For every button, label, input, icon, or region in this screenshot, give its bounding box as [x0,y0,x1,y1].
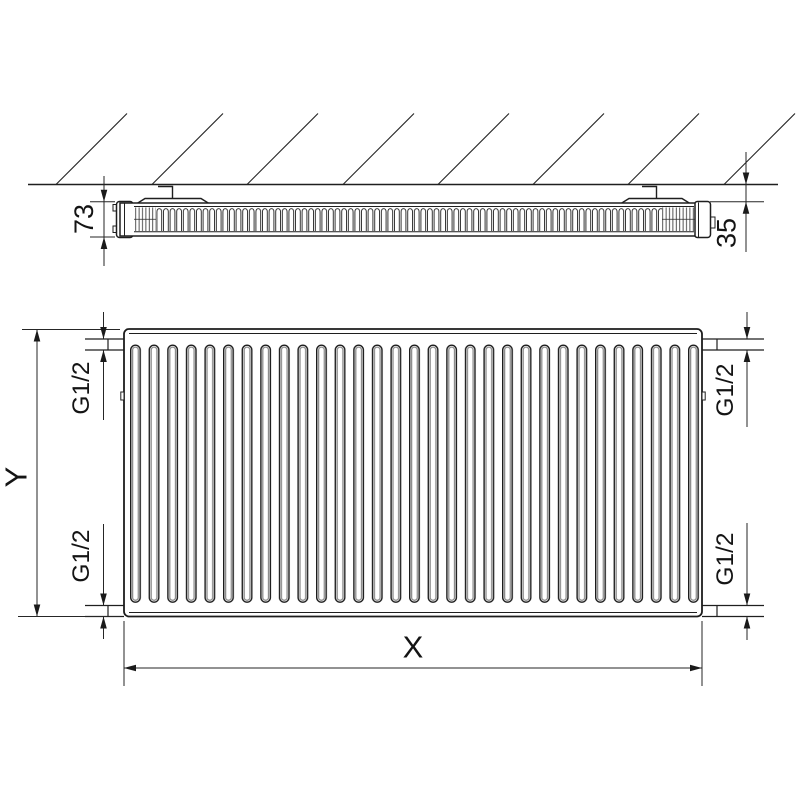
dimension-height: Y [0,329,120,617]
hatch-line [532,113,605,185]
arrow-up-icon [743,350,751,362]
wall-gap-dimension-label: 35 [712,218,742,248]
arrow-down-icon [743,327,751,339]
hatch-line [342,113,415,185]
dimension-thread-bottom-left: G1/2 [68,524,107,639]
arrow-up-icon [33,329,41,342]
end-cap-right [693,200,712,239]
hatch-line [723,113,796,185]
depth-dimension-label: 73 [69,204,99,234]
thread-label-top-left: G1/2 [68,361,95,414]
hatch-line [437,113,510,185]
side-view: 73 35 [28,113,796,266]
arrow-up-icon [100,237,108,249]
arrow-down-icon [100,327,107,339]
convector-fins-end-left [134,207,156,231]
convector-fins [156,207,662,231]
dimension-depth: 73 [69,176,115,266]
dimension-wall-gap: 35 [710,152,764,252]
dimension-width: X [123,621,703,686]
arrow-up-icon [100,350,107,362]
thread-label-top-right: G1/2 [712,363,739,416]
arrow-up-icon [742,201,750,214]
stub-top-right [702,338,764,351]
arrow-left-icon [124,664,136,672]
front-view: Y X G1/2 G1/2 [0,312,764,686]
arrow-down-icon [100,189,108,202]
width-dimension-label: X [403,630,424,665]
thread-label-bottom-right: G1/2 [712,532,739,585]
arrow-right-icon [690,664,702,672]
stub-top-left [85,338,124,351]
edge-notch-left [120,391,125,401]
arrow-down-icon [100,593,107,606]
arrow-down-icon [743,593,751,606]
arrow-up-icon [100,616,107,629]
dimension-thread-top-left: G1/2 [68,312,107,420]
panel-ribs [130,344,700,603]
edge-notch-right [701,391,706,401]
convector-fins-end-right [662,207,695,231]
mounting-bracket-left [136,185,210,205]
hatch-line [151,113,224,185]
hatch-line [55,113,128,185]
radiator-front-panel [120,328,706,618]
radiator-profile [112,200,716,239]
arrow-up-icon [743,616,751,629]
arrow-down-icon [33,604,41,617]
arrow-down-icon [742,172,750,185]
hatch-line [246,113,319,185]
wall-hatch [55,113,796,185]
mounting-bracket-right [620,185,691,205]
dimension-thread-top-right: G1/2 [712,312,751,427]
hatch-line [627,113,700,185]
thread-label-bottom-left: G1/2 [68,529,95,582]
stub-bottom-left [85,604,124,618]
height-dimension-label: Y [0,467,34,488]
stub-bottom-right [702,604,764,618]
connection-stubs [85,338,764,618]
dimension-thread-bottom-right: G1/2 [712,523,751,640]
